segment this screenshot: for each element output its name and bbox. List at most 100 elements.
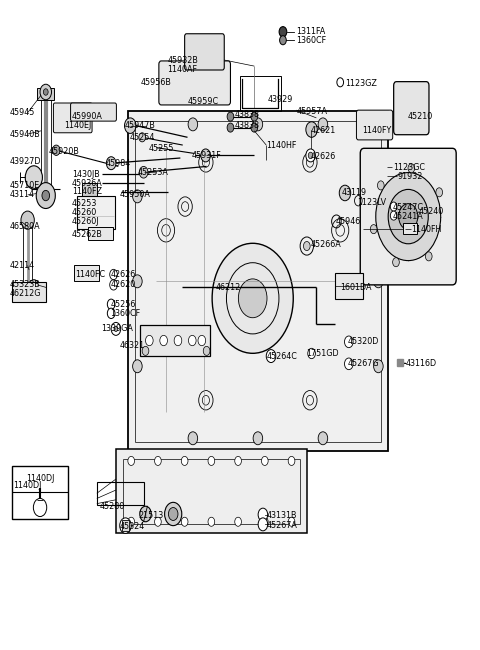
Circle shape: [128, 517, 134, 526]
Circle shape: [155, 517, 161, 526]
Circle shape: [189, 335, 196, 346]
Text: 43114: 43114: [10, 190, 35, 200]
Text: 45984: 45984: [106, 159, 131, 168]
Polygon shape: [397, 359, 403, 367]
Circle shape: [111, 322, 120, 335]
Circle shape: [376, 173, 441, 261]
Circle shape: [208, 517, 215, 526]
Circle shape: [227, 123, 234, 132]
Text: 45240: 45240: [419, 207, 444, 216]
Circle shape: [339, 185, 351, 201]
Circle shape: [388, 189, 428, 244]
Circle shape: [306, 149, 315, 162]
Circle shape: [258, 518, 268, 531]
Text: 1140FC: 1140FC: [75, 270, 106, 279]
Circle shape: [403, 97, 420, 120]
Circle shape: [28, 280, 39, 295]
Circle shape: [132, 190, 142, 203]
Text: 1123GZ: 1123GZ: [345, 79, 377, 88]
Text: 45267G: 45267G: [348, 359, 379, 369]
Circle shape: [318, 432, 328, 445]
Text: 45945: 45945: [10, 108, 36, 117]
Circle shape: [253, 432, 263, 445]
Circle shape: [181, 456, 188, 465]
Text: 45253: 45253: [72, 199, 97, 208]
Bar: [77, 196, 115, 229]
Circle shape: [212, 243, 293, 354]
Text: 45956B: 45956B: [141, 78, 172, 87]
Circle shape: [288, 517, 295, 526]
Text: 45323B: 45323B: [10, 280, 41, 289]
Text: 45241A: 45241A: [393, 212, 423, 221]
Text: 1360CF: 1360CF: [296, 36, 326, 45]
Text: 21513: 21513: [139, 512, 164, 521]
Circle shape: [373, 360, 383, 372]
Circle shape: [124, 118, 136, 133]
Circle shape: [181, 517, 188, 526]
Circle shape: [377, 181, 384, 190]
Circle shape: [174, 335, 182, 346]
FancyBboxPatch shape: [360, 148, 456, 285]
Bar: [74, 265, 99, 281]
Text: 43131B: 43131B: [266, 512, 297, 521]
Circle shape: [390, 202, 397, 211]
Text: 45931F: 45931F: [192, 151, 221, 160]
Text: 43838: 43838: [234, 121, 259, 130]
Circle shape: [108, 299, 115, 309]
Circle shape: [188, 46, 197, 58]
Circle shape: [308, 152, 313, 159]
Bar: [97, 482, 144, 505]
Text: 1140DJ: 1140DJ: [13, 481, 42, 490]
Text: 46212G: 46212G: [10, 289, 41, 298]
Circle shape: [399, 203, 418, 229]
Text: 45324: 45324: [120, 523, 145, 532]
Text: 1360CF: 1360CF: [110, 309, 140, 318]
Bar: [12, 281, 46, 302]
Circle shape: [114, 326, 118, 332]
Text: 45262B: 45262B: [72, 230, 103, 239]
Circle shape: [208, 456, 215, 465]
Circle shape: [373, 190, 383, 203]
Text: 42620: 42620: [110, 280, 135, 289]
Text: 45940B: 45940B: [10, 129, 41, 138]
Circle shape: [251, 123, 258, 132]
Text: 1140AF: 1140AF: [168, 65, 197, 74]
Circle shape: [201, 149, 210, 162]
Text: 43119: 43119: [341, 188, 366, 198]
Text: 45950A: 45950A: [120, 190, 151, 199]
Circle shape: [132, 275, 142, 288]
Text: 1140EJ: 1140EJ: [64, 121, 92, 130]
FancyBboxPatch shape: [185, 34, 224, 70]
Text: 45990A: 45990A: [72, 112, 103, 121]
Circle shape: [43, 89, 48, 96]
Circle shape: [198, 335, 205, 346]
Circle shape: [139, 166, 148, 178]
Bar: [240, 76, 281, 111]
Circle shape: [128, 456, 134, 465]
Text: 45253A: 45253A: [137, 168, 168, 177]
Bar: [403, 223, 417, 235]
Text: 45266A: 45266A: [311, 240, 341, 248]
Circle shape: [251, 112, 258, 121]
Text: 45267A: 45267A: [266, 521, 297, 530]
Circle shape: [188, 118, 198, 131]
Text: 45260J: 45260J: [72, 217, 99, 226]
Text: 45946: 45946: [336, 217, 360, 226]
FancyBboxPatch shape: [394, 82, 429, 135]
Text: 43927D: 43927D: [10, 157, 41, 166]
Text: 1140FY: 1140FY: [362, 126, 391, 135]
Text: 45959C: 45959C: [188, 98, 218, 106]
FancyBboxPatch shape: [71, 103, 116, 121]
Circle shape: [213, 75, 224, 91]
Text: 1140DJ: 1140DJ: [26, 474, 54, 484]
Text: 45254: 45254: [129, 133, 155, 142]
Circle shape: [235, 456, 241, 465]
Circle shape: [211, 46, 221, 58]
Circle shape: [110, 269, 117, 280]
Circle shape: [408, 164, 415, 173]
Text: 46212: 46212: [215, 283, 240, 292]
Circle shape: [155, 456, 161, 465]
Circle shape: [165, 75, 177, 91]
Circle shape: [160, 335, 168, 346]
Circle shape: [188, 432, 198, 445]
